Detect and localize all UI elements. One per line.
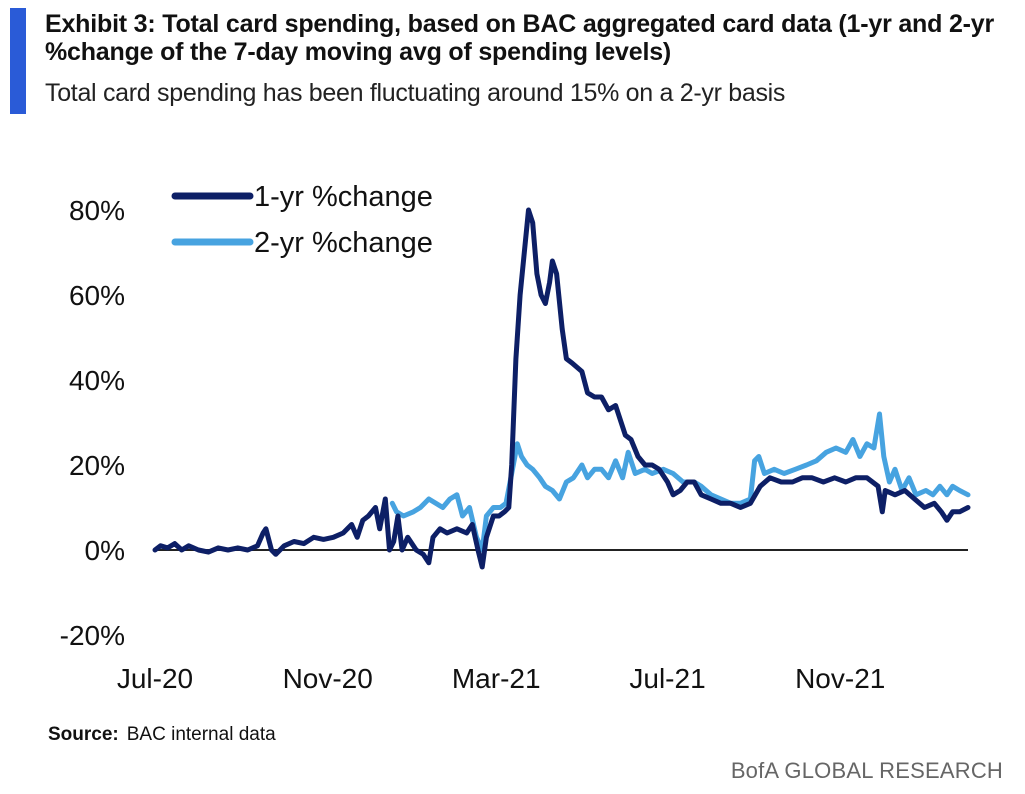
series-line-2yr (389, 411, 971, 553)
y-tick-label: 20% (69, 450, 125, 481)
legend-label-2yr: 2-yr %change (254, 227, 433, 259)
y-tick-label: 40% (69, 365, 125, 396)
brand-footer: BofA GLOBAL RESEARCH (730, 758, 1003, 783)
source-text: BAC internal data (126, 724, 276, 745)
source-note: Source: BAC internal data (48, 724, 276, 746)
x-axis: Jul-20 Nov-20 Mar-21 Jul-21 Nov-21 (117, 663, 885, 694)
legend-label-1yr: 1-yr %change (254, 181, 433, 213)
accent-bar (10, 8, 26, 114)
x-tick-label: Mar-21 (452, 663, 541, 694)
source-label: Source: (48, 724, 119, 745)
chart-subtitle: Total card spending has been fluctuating… (45, 79, 786, 107)
y-axis: -20% 0% 20% 40% 60% 80% (60, 195, 125, 651)
series-layer (152, 207, 971, 570)
y-tick-label: 60% (69, 280, 125, 311)
x-tick-label: Nov-20 (283, 663, 373, 694)
x-tick-label: Jul-21 (629, 663, 705, 694)
legend: 1-yr %change 2-yr %change (171, 181, 433, 259)
y-tick-label: 0% (85, 535, 125, 566)
x-tick-label: Nov-21 (795, 663, 885, 694)
y-tick-label: 80% (69, 195, 125, 226)
chart-title: Exhibit 3: Total card spending, based on… (45, 10, 995, 66)
x-tick-label: Jul-20 (117, 663, 193, 694)
y-tick-label: -20% (60, 620, 125, 651)
series-line-1yr (152, 207, 971, 570)
